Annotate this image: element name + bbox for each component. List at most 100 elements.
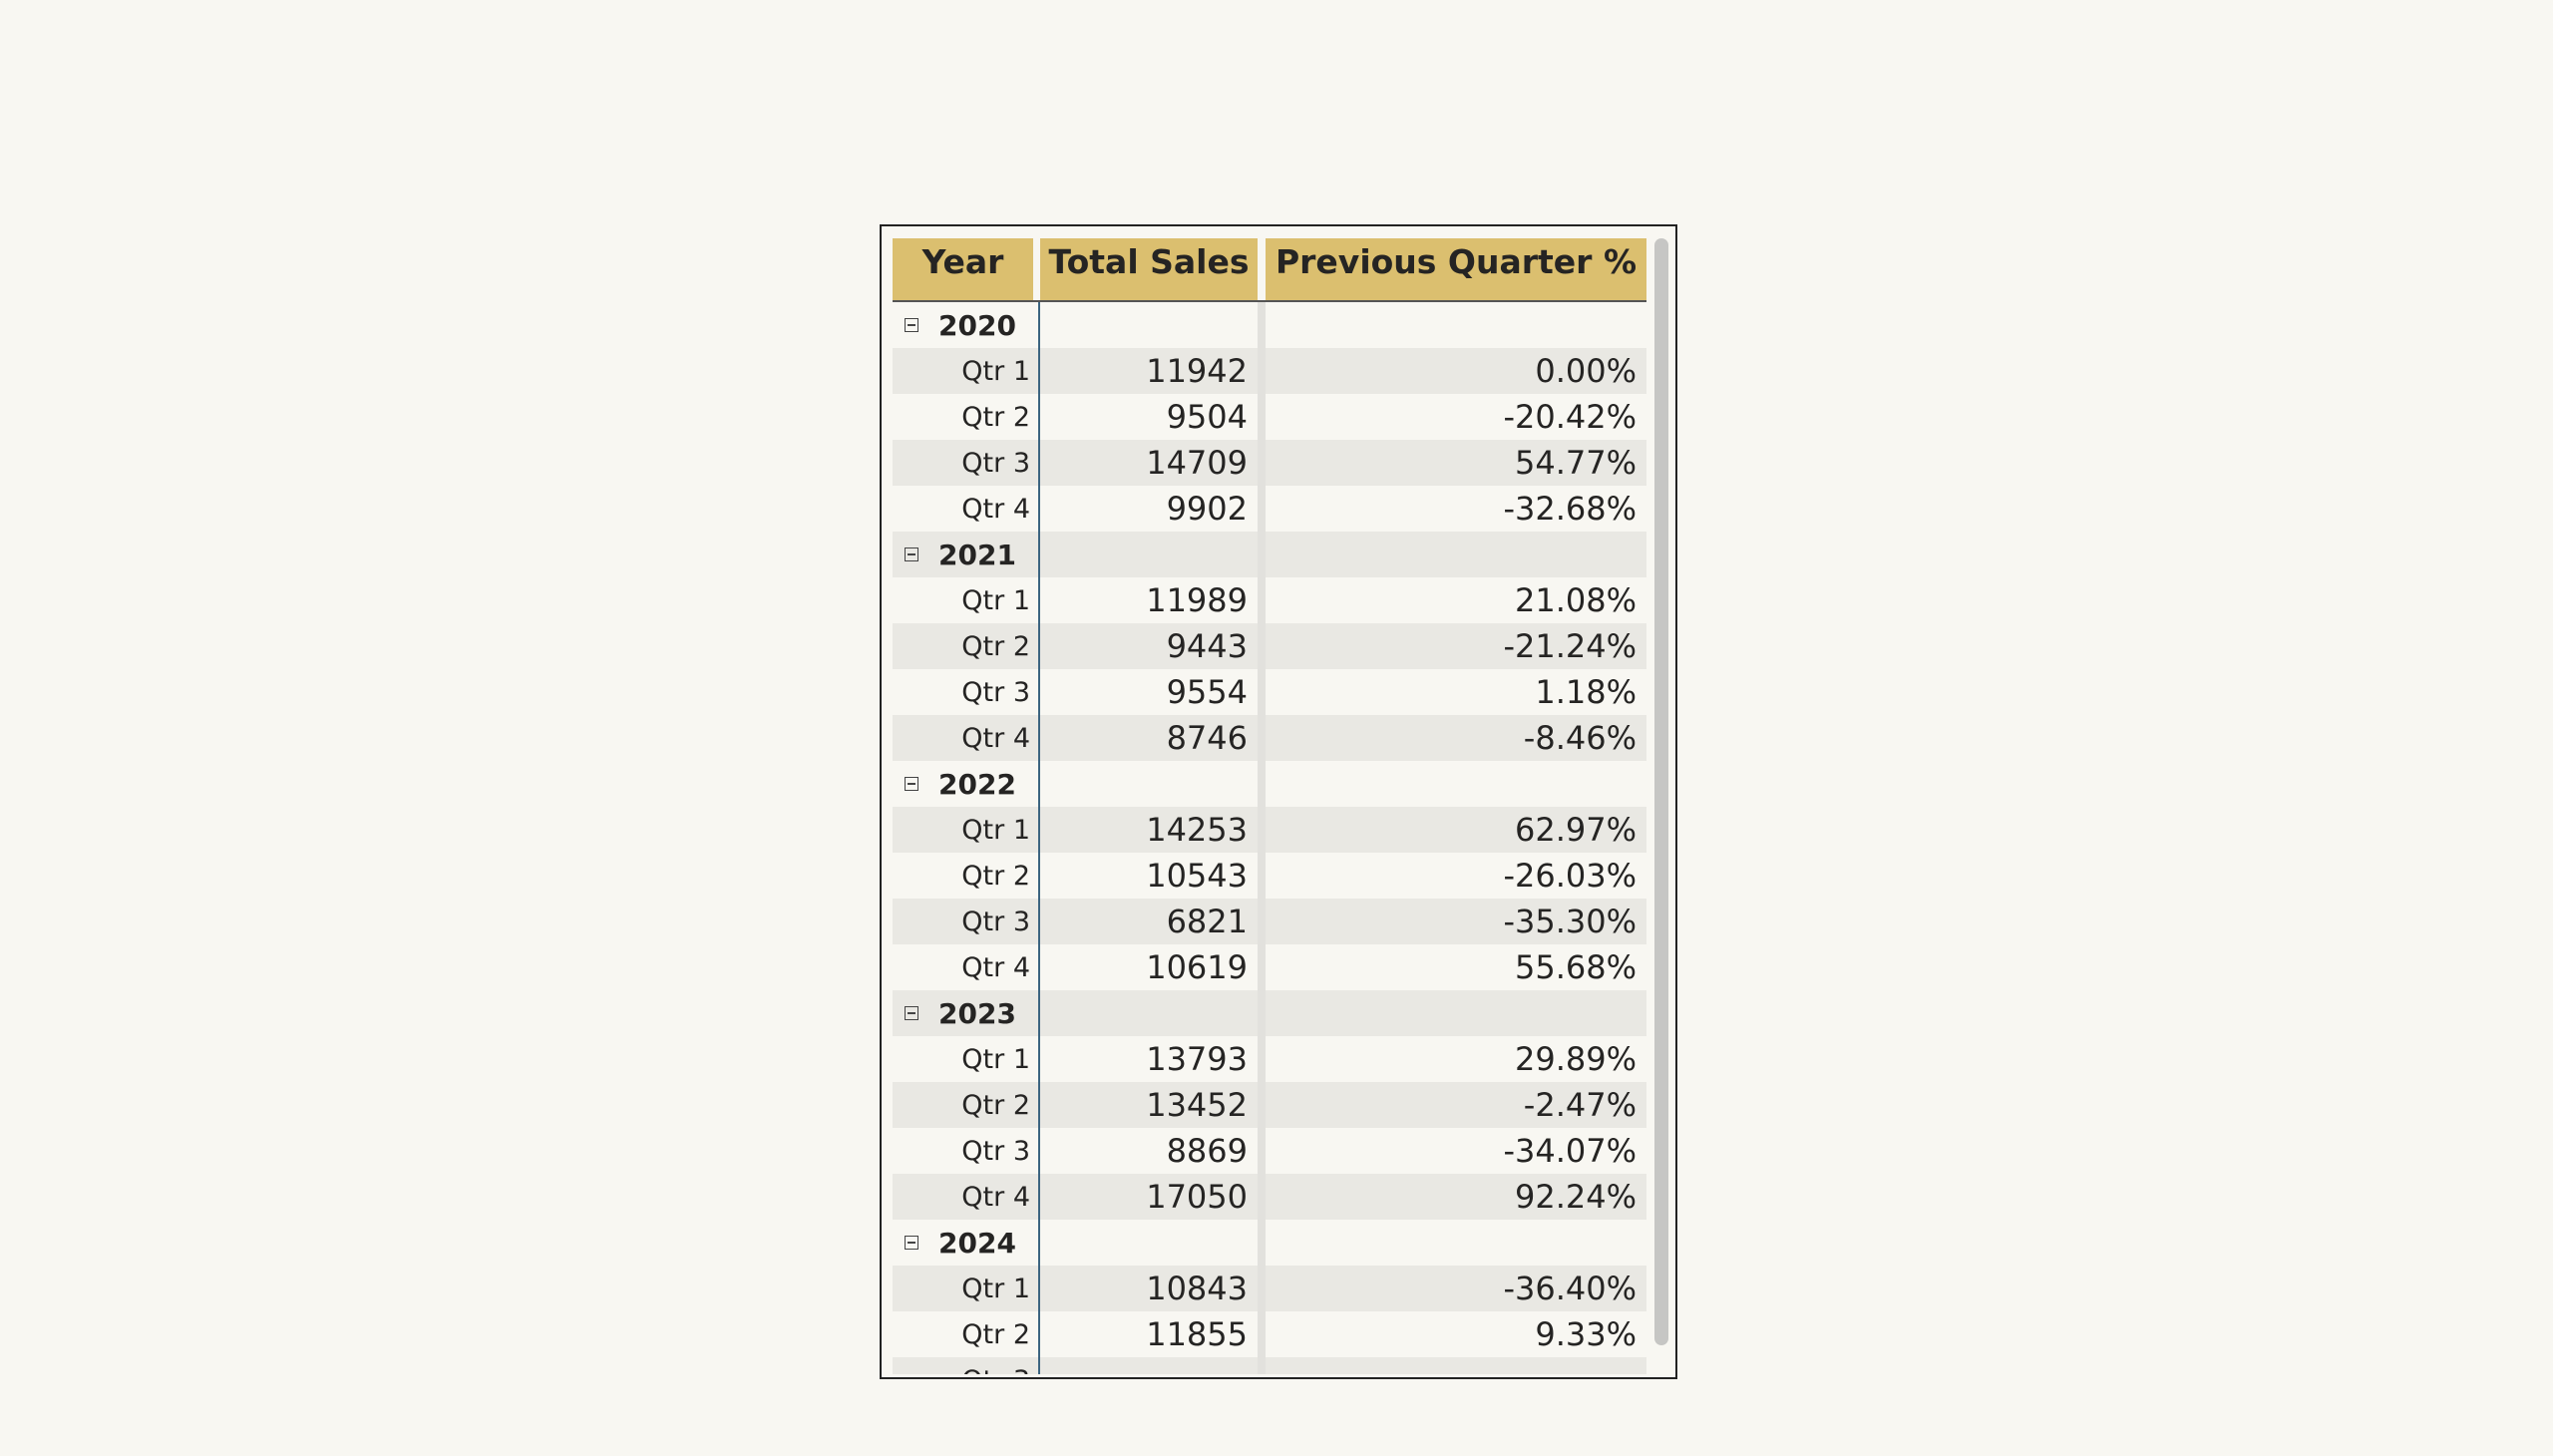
table-row: Qtr 1 14253 62.97% bbox=[893, 807, 1646, 853]
quarter-cell: Qtr 4 bbox=[893, 486, 1040, 532]
change-cell: 9.33% bbox=[1535, 1315, 1637, 1353]
sales-cell: 11855 bbox=[1040, 1311, 1266, 1357]
table-row: Qtr 3 14709 54.77% bbox=[893, 440, 1646, 486]
collapse-toggle[interactable] bbox=[905, 547, 918, 561]
collapse-toggle[interactable] bbox=[905, 1006, 918, 1020]
year-label: 2020 bbox=[938, 308, 1016, 342]
table-row: 2023 bbox=[893, 990, 1646, 1036]
quarter-cell: Qtr 2 bbox=[893, 1082, 1040, 1128]
change-cell: 55.68% bbox=[1514, 948, 1637, 986]
collapse-toggle[interactable] bbox=[905, 318, 918, 332]
quarter-cell: Qtr 3 bbox=[893, 440, 1040, 486]
quarter-cell: Qtr 4 bbox=[893, 944, 1040, 990]
quarter-cell: Qtr 1 bbox=[893, 348, 1040, 394]
header-cell[interactable]: Total Sales bbox=[1040, 238, 1266, 300]
year-cell[interactable]: 2022 bbox=[893, 761, 1040, 807]
table-row: Qtr 4 8746 -8.46% bbox=[893, 715, 1646, 761]
table-row: Qtr 3 6821 -35.30% bbox=[893, 899, 1646, 944]
header-cell[interactable]: Year bbox=[893, 238, 1040, 300]
year-label: 2021 bbox=[938, 538, 1016, 571]
change-cell: -34.07% bbox=[1503, 1132, 1637, 1170]
sales-cell: 9902 bbox=[1040, 486, 1266, 532]
table-row: Qtr 4 9902 -32.68% bbox=[893, 486, 1646, 532]
change-cell: 62.97% bbox=[1514, 811, 1637, 849]
quarter-cell: Qtr 2 bbox=[893, 1311, 1040, 1357]
table-row: Qtr 2 10543 -26.03% bbox=[893, 853, 1646, 899]
table-body: 2020 Qtr 1 11942 0.00% Qtr 2 9504 -20.42% Qtr 3… bbox=[882, 302, 1659, 1374]
empty-cell bbox=[1266, 1220, 1646, 1266]
change-cell: 54.77% bbox=[1514, 444, 1637, 482]
sales-cell: 10619 bbox=[1040, 944, 1266, 990]
sales-cell: 9504 bbox=[1040, 394, 1266, 440]
sales-cell: 6821 bbox=[1040, 899, 1266, 944]
table-row: Qtr 4 17050 92.24% bbox=[893, 1174, 1646, 1220]
change-cell: -32.68% bbox=[1503, 490, 1637, 528]
sales-cell: 14253 bbox=[1040, 807, 1266, 853]
empty-cell bbox=[1266, 761, 1646, 807]
quarter-cell: Qtr 1 bbox=[893, 1266, 1040, 1311]
quarter-cell: Qtr 3 bbox=[893, 1357, 1040, 1374]
collapse-toggle[interactable] bbox=[905, 1236, 918, 1250]
change-cell: -35.30% bbox=[1503, 903, 1637, 940]
header-row: Year Total Sales Previous Quarter % bbox=[893, 238, 1646, 302]
table-row: Qtr 2 9504 -20.42% bbox=[893, 394, 1646, 440]
sales-cell: 11942 bbox=[1040, 348, 1266, 394]
empty-cell bbox=[1266, 532, 1646, 577]
scrollbar[interactable] bbox=[1654, 238, 1668, 1345]
table-row: Qtr 2 9443 -21.24% bbox=[893, 623, 1646, 669]
year-cell[interactable]: 2024 bbox=[893, 1220, 1040, 1266]
table-row: Qtr 3 9554 1.18% bbox=[893, 669, 1646, 715]
quarter-cell: Qtr 3 bbox=[893, 899, 1040, 944]
year-label: 2022 bbox=[938, 767, 1016, 801]
table-visual: Year Total Sales Previous Quarter % 2020… bbox=[880, 224, 1677, 1379]
quarter-cell: Qtr 1 bbox=[893, 807, 1040, 853]
table-row: 2022 bbox=[893, 761, 1646, 807]
table-row: Qtr 1 11942 0.00% bbox=[893, 348, 1646, 394]
empty-cell bbox=[1040, 1220, 1266, 1266]
year-label: 2024 bbox=[938, 1226, 1016, 1260]
year-cell[interactable]: 2023 bbox=[893, 990, 1040, 1036]
change-cell: -2.47% bbox=[1523, 1086, 1637, 1124]
change-cell: 29.89% bbox=[1514, 1040, 1637, 1078]
year-cell[interactable]: 2021 bbox=[893, 532, 1040, 577]
sales-cell: 10843 bbox=[1040, 1266, 1266, 1311]
year-label: 2023 bbox=[938, 996, 1016, 1030]
empty-cell bbox=[1266, 990, 1646, 1036]
sales-cell: 8869 bbox=[1040, 1128, 1266, 1174]
sales-cell: 13793 bbox=[1040, 1036, 1266, 1082]
table-row: Qtr 1 11989 21.08% bbox=[893, 577, 1646, 623]
year-cell[interactable]: 2020 bbox=[893, 302, 1040, 348]
change-cell bbox=[1266, 1357, 1646, 1374]
table-row: Qtr 1 10843 -36.40% bbox=[893, 1266, 1646, 1311]
table-row: Qtr 3 8869 -34.07% bbox=[893, 1128, 1646, 1174]
table-row: Qtr 1 13793 29.89% bbox=[893, 1036, 1646, 1082]
quarter-cell: Qtr 4 bbox=[893, 715, 1040, 761]
empty-cell bbox=[1040, 532, 1266, 577]
table-row: Qtr 4 10619 55.68% bbox=[893, 944, 1646, 990]
empty-cell bbox=[1040, 761, 1266, 807]
header-cell[interactable]: Previous Quarter % bbox=[1275, 242, 1638, 281]
empty-cell bbox=[1040, 990, 1266, 1036]
quarter-cell: Qtr 2 bbox=[893, 394, 1040, 440]
change-cell: -21.24% bbox=[1503, 627, 1637, 665]
change-cell: 92.24% bbox=[1514, 1178, 1637, 1216]
change-cell: 1.18% bbox=[1535, 673, 1637, 711]
empty-cell bbox=[1266, 302, 1646, 348]
quarter-cell: Qtr 3 bbox=[893, 669, 1040, 715]
sales-cell: 8746 bbox=[1040, 715, 1266, 761]
table-row: 2021 bbox=[893, 532, 1646, 577]
table-row: Qtr 2 13452 -2.47% bbox=[893, 1082, 1646, 1128]
change-cell: 21.08% bbox=[1514, 581, 1637, 619]
table-row: Qtr 2 11855 9.33% bbox=[893, 1311, 1646, 1357]
quarter-cell: Qtr 4 bbox=[893, 1174, 1040, 1220]
change-cell: 0.00% bbox=[1535, 352, 1637, 390]
table-row: 2024 bbox=[893, 1220, 1646, 1266]
collapse-toggle[interactable] bbox=[905, 777, 918, 791]
table-row: 2020 bbox=[893, 302, 1646, 348]
quarter-cell: Qtr 1 bbox=[893, 1036, 1040, 1082]
sales-cell: 13452 bbox=[1040, 1082, 1266, 1128]
quarter-cell: Qtr 3 bbox=[893, 1128, 1040, 1174]
sales-cell: 11989 bbox=[1040, 577, 1266, 623]
sales-cell: 9554 bbox=[1040, 669, 1266, 715]
